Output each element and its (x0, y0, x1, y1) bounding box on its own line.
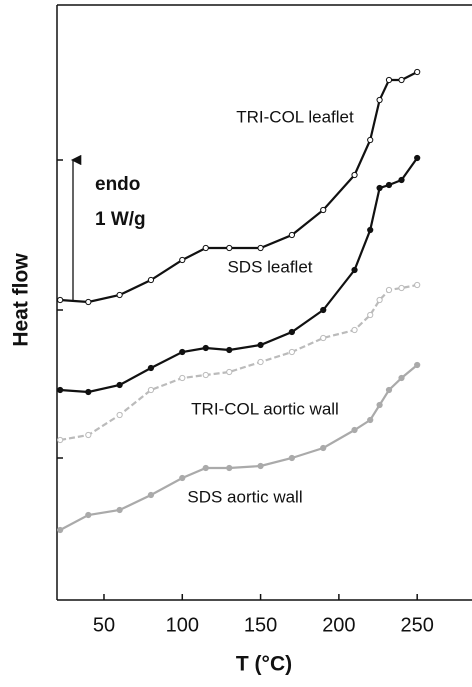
data-point (116, 291, 123, 299)
series-line (60, 71, 418, 304)
data-point (288, 231, 296, 239)
x-tick-label: 200 (322, 614, 355, 636)
data-point (85, 431, 92, 439)
data-point (398, 76, 405, 84)
data-point (226, 464, 233, 472)
data-point (288, 328, 296, 336)
data-point (85, 298, 92, 306)
data-point (376, 184, 383, 192)
data-point (179, 256, 186, 264)
data-point (179, 374, 186, 382)
x-tick-label: 150 (244, 614, 277, 636)
series-label: TRI-COL leaflet (236, 107, 354, 126)
data-point (116, 506, 123, 514)
x-tick-label: 250 (401, 614, 434, 636)
data-point (226, 244, 233, 252)
data-point (257, 462, 264, 470)
x-tick-label: 50 (93, 614, 115, 636)
data-point (147, 386, 155, 394)
data-point (376, 401, 383, 409)
data-point (116, 381, 123, 389)
data-point (202, 464, 209, 472)
data-point (257, 358, 264, 366)
series-line (59, 364, 418, 531)
data-point (398, 284, 405, 292)
data-point (351, 326, 358, 334)
data-point (202, 344, 209, 352)
data-point (85, 388, 92, 396)
data-point (179, 474, 186, 482)
data-point (85, 511, 92, 519)
data-point (320, 444, 327, 452)
data-point (398, 374, 405, 382)
data-point (376, 96, 383, 104)
data-point (226, 346, 233, 354)
data-point (414, 68, 421, 76)
data-point (147, 364, 155, 372)
data-point (351, 266, 358, 274)
data-point (320, 334, 327, 342)
data-point (226, 368, 233, 376)
data-point (320, 306, 327, 314)
data-point (367, 136, 374, 144)
data-point (351, 426, 358, 434)
data-point (367, 416, 374, 424)
x-tick-label: 100 (166, 614, 199, 636)
data-point (385, 286, 393, 294)
series-label: SDS leaflet (227, 257, 312, 276)
data-point (320, 206, 327, 214)
data-point (385, 76, 393, 84)
data-point (376, 296, 383, 304)
data-point (385, 386, 393, 394)
annotation: endo (95, 174, 140, 195)
annotation: 1 W/g (95, 209, 146, 230)
data-point (147, 276, 155, 284)
series-line (59, 283, 418, 442)
data-point (57, 436, 64, 444)
x-axis-label: T (°C) (236, 653, 292, 676)
data-point (57, 386, 64, 394)
data-point (202, 371, 209, 379)
data-point (414, 281, 421, 289)
data-point (257, 341, 264, 349)
data-point (116, 411, 123, 419)
data-point (288, 348, 296, 356)
data-point (414, 154, 421, 162)
data-point (57, 296, 64, 304)
data-point (147, 491, 155, 499)
data-point (288, 454, 296, 462)
data-point (351, 171, 358, 179)
series-label: TRI-COL aortic wall (191, 399, 339, 418)
data-point (257, 244, 264, 252)
data-point (367, 311, 374, 319)
data-point (202, 244, 209, 252)
y-axis-label: Heat flow (10, 253, 33, 347)
data-point (385, 181, 393, 189)
series-label: SDS aortic wall (187, 487, 302, 506)
data-point (367, 226, 374, 234)
data-point (179, 348, 186, 356)
data-point (57, 526, 64, 534)
data-point (398, 176, 405, 184)
data-point (414, 361, 421, 369)
series-line (60, 157, 419, 394)
